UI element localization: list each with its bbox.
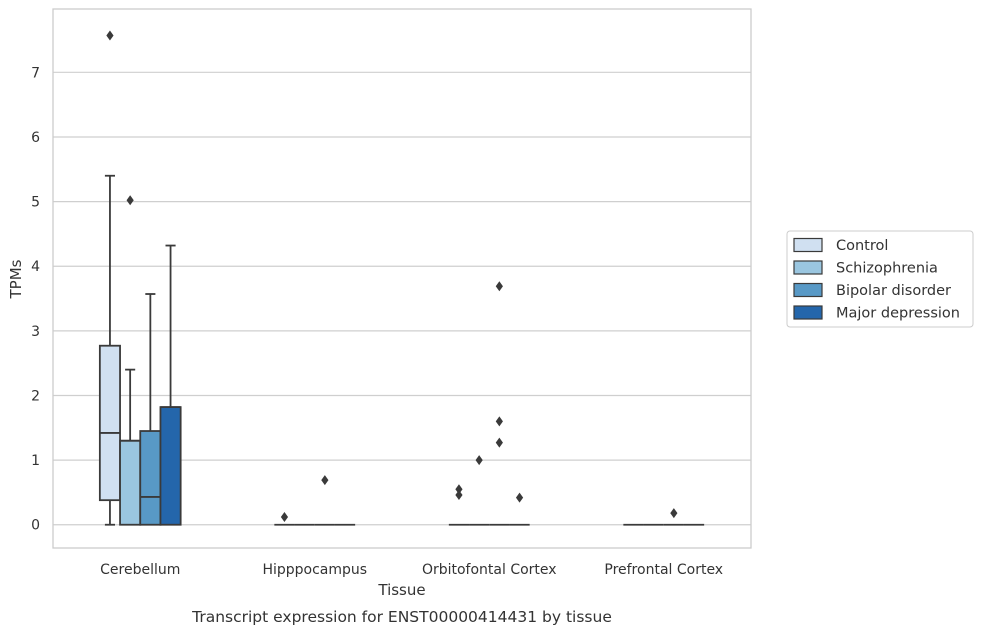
box-body <box>139 430 162 526</box>
legend-swatch <box>793 305 823 320</box>
legend-frame <box>786 230 974 328</box>
legend-item: Schizophrenia <box>793 260 938 277</box>
chart-caption: Transcript expression for ENST0000041443… <box>191 608 612 626</box>
x-tick-label: Cerebellum <box>100 562 180 578</box>
legend-label: Bipolar disorder <box>836 283 951 299</box>
y-tick-label: 6 <box>31 130 40 146</box>
series-control <box>98 30 644 526</box>
outlier-point <box>475 455 483 466</box>
outlier-point <box>455 490 463 501</box>
legend: Control Schizophrenia Bipolar disorder Majo… <box>786 230 974 328</box>
box-plot <box>448 484 470 526</box>
x-tick-label: Orbitofontal Cortex <box>422 562 557 578</box>
box-plot <box>663 508 684 526</box>
box-plot <box>469 455 490 526</box>
y-tick-label: 3 <box>31 324 40 340</box>
box-series <box>98 30 705 526</box>
outlier-point <box>495 437 503 448</box>
outlier-point <box>515 492 524 503</box>
box-plot <box>159 244 182 526</box>
outlier-point <box>495 416 503 427</box>
x-tick-label: Hipppocampus <box>262 562 367 578</box>
series-schizophrenia <box>119 195 664 526</box>
y-tick-label: 7 <box>31 65 40 81</box>
legend-swatch <box>793 282 823 298</box>
legend-swatch <box>793 260 823 275</box>
y-axis-label: TPMs <box>7 259 25 299</box>
series-major-depression <box>159 244 705 526</box>
legend-items: Control Schizophrenia Bipolar disorder Majo… <box>793 237 960 322</box>
legend-label: Control <box>836 238 888 254</box>
outlier-point <box>670 508 678 519</box>
legend-item: Control <box>793 237 888 254</box>
x-axis-label: Tissue <box>377 581 425 599</box>
y-tick-label: 1 <box>31 453 40 469</box>
series-bipolar-disorder <box>139 281 684 526</box>
box-body <box>98 344 121 502</box>
outlier-point <box>126 195 134 206</box>
box-plot <box>98 30 121 526</box>
box-plot <box>314 475 335 526</box>
y-tick-label: 5 <box>31 195 40 211</box>
box-plot <box>509 492 530 526</box>
box-plot <box>139 293 162 526</box>
box-body <box>159 406 182 526</box>
y-tick-label: 4 <box>31 259 40 275</box>
plot-area <box>52 8 752 549</box>
y-tick-label: 2 <box>31 388 40 404</box>
legend-item: Major depression <box>793 305 960 322</box>
x-tick-label: Prefrontal Cortex <box>604 562 723 578</box>
box-plot <box>274 511 295 526</box>
outlier-point <box>280 511 289 522</box>
plot-frame <box>52 8 752 549</box>
y-tick-label: 0 <box>31 518 40 534</box>
legend-label: Schizophrenia <box>836 261 938 277</box>
legend-swatch <box>793 237 823 253</box>
outlier-point <box>455 484 463 495</box>
box-plot <box>119 195 142 526</box>
legend-item: Bipolar disorder <box>793 282 951 299</box>
outlier-point <box>495 281 503 292</box>
outlier-point <box>321 475 329 486</box>
box-body <box>119 439 142 526</box>
outlier-point <box>106 30 114 41</box>
legend-label: Major depression <box>836 306 960 322</box>
box-plot <box>489 281 510 526</box>
x-axis-ticks: Cerebellum Hipppocampus Orbitofontal Corte… <box>100 562 723 578</box>
y-axis-ticks: 0 1 2 3 4 5 6 7 <box>31 65 40 533</box>
